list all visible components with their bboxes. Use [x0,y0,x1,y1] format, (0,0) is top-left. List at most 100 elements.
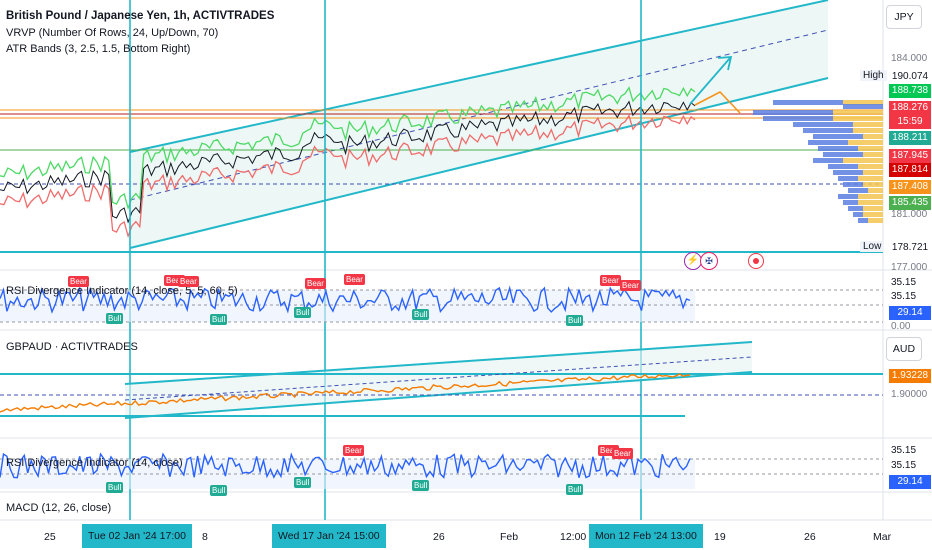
gbpaud-price-line [0,373,691,413]
projection-arrow [689,57,731,105]
time-highlight-1: Tue 02 Jan '24 17:00 [82,524,192,548]
volume-profile-bar [818,146,858,151]
volume-profile-bar [848,140,883,145]
price-tag: 188.738 [889,84,931,98]
macd-title[interactable]: MACD (12, 26, close) [6,502,112,514]
time-label: Feb [500,531,519,543]
bull-signal-tag: Bull [566,484,584,495]
volume-profile-bar [828,164,858,169]
volume-profile-bar [863,152,883,157]
gbpaud-channel-fill [125,342,752,418]
volume-profile-bar [863,212,883,217]
volume-profile-bar [858,176,883,181]
high-label: High [860,70,887,81]
bear-signal-tag: Bear [178,276,199,287]
price-tag: 187.408 [889,180,931,194]
gbpaud-upper-line [124,341,753,385]
axis-label: 181.000 [891,209,928,220]
rsi-level: 35.15 [891,445,917,456]
indicator-vrvp[interactable]: VRVP (Number Of Rows, 24, Up/Down, 70) [6,27,219,39]
bull-signal-tag: Bull [106,482,124,493]
rsi-line [0,285,691,314]
price-line [0,100,696,224]
volume-profile-bar [868,218,883,223]
bull-signal-tag: Bull [106,313,124,324]
bull-signal-tag: Bull [294,307,312,318]
time-label: 8 [202,531,208,543]
price-tag: 187.945 [889,149,931,163]
volume-profile-bar [833,170,863,175]
rsi-bottom-title[interactable]: RSI Divergence Indicator (14, close) [6,457,183,469]
volume-profile-bar [803,128,853,133]
volume-profile-bar [853,128,883,133]
bear-signal-tag: Bear [344,274,365,285]
bear-signal-tag: Bear [343,445,364,456]
low-value: 178.721 [889,241,931,255]
volume-profile-bar [843,182,863,187]
volume-profile-bar [838,194,858,199]
time-highlight-2: Wed 17 Jan '24 15:00 [272,524,386,548]
bear-signal-tag: Bear [620,280,641,291]
gbpaud-lower-line [124,371,753,419]
indicator-atr-bands[interactable]: ATR Bands (3, 2.5, 1.5, Bottom Right) [6,43,191,55]
gbpaud-title[interactable]: GBPAUD · ACTIVTRADES [6,341,138,353]
bull-signal-tag: Bull [412,309,430,320]
bull-signal-tag: Bull [566,315,584,326]
bear-signal-tag: Bear [164,275,185,286]
volume-profile-bar [858,218,868,223]
rsi-level: 35.15 [891,460,917,471]
volume-profile-bar [848,188,868,193]
time-label: 26 [433,531,445,543]
channel-upper-line [129,0,829,153]
currency-button-aud[interactable]: AUD [886,337,922,361]
rsi-value-tag: 29.14 [889,306,931,320]
volume-profile-bar [853,122,883,127]
bull-signal-tag: Bull [412,480,430,491]
volume-profile-bar [773,100,843,105]
bull-signal-tag: Bull [210,314,228,325]
rsi-level: 0.00 [891,321,911,332]
rsi-level: 35.15 [891,277,917,288]
volume-profile-bar [863,170,883,175]
volume-profile-bar [853,212,863,217]
rsi-bottom-line [0,452,691,479]
currency-button-jpy[interactable]: JPY [886,5,922,29]
axis-label: 177.000 [891,262,928,273]
volume-profile-bar [753,110,833,115]
time-label: Mar [873,531,892,543]
low-label: Low [860,241,885,252]
time-highlight-3: Mon 12 Feb '24 13:00 [589,524,703,548]
uk-flag-icon[interactable]: ✠ [700,252,718,270]
atr-lower-band [0,114,696,239]
rsi-level: 35.15 [891,291,917,302]
volume-profile-bar [848,206,863,211]
price-tag: 185.435 [889,196,931,210]
bear-signal-tag: Bear [598,445,619,456]
volume-profile-bar [813,134,863,139]
volume-profile-bar [808,140,848,145]
rsi-top-title[interactable]: RSI Divergence Indicator (14, close, 5, … [6,285,238,297]
volume-profile-bar [843,100,883,105]
high-value: 190.074 [889,70,931,84]
price-tag: 188.211 [889,131,931,145]
volume-profile-bar [843,200,858,205]
volume-profile-bar [833,116,883,121]
volume-profile-bar [838,176,858,181]
bull-signal-tag: Bull [294,477,312,488]
volume-profile-bar [858,146,883,151]
volume-profile-bar [763,116,833,121]
time-label: 25 [44,531,56,543]
volume-profile-bar [858,164,883,169]
symbol-title[interactable]: British Pound / Japanese Yen, 1h, ACTIVT… [6,10,275,22]
rsi-bottom-value-tag: 29.14 [889,475,931,489]
event-dot-icon[interactable] [748,253,764,269]
volume-profile-bar [793,122,853,127]
volume-profile-bar [858,194,883,199]
time-label: 19 [714,531,726,543]
volume-profile-bar [813,158,843,163]
volume-profile-bar [843,104,883,109]
time-label: 26 [804,531,816,543]
price-tag: 15:59 [889,115,931,129]
gbpaud-value-tag: 1.93228 [889,369,931,383]
